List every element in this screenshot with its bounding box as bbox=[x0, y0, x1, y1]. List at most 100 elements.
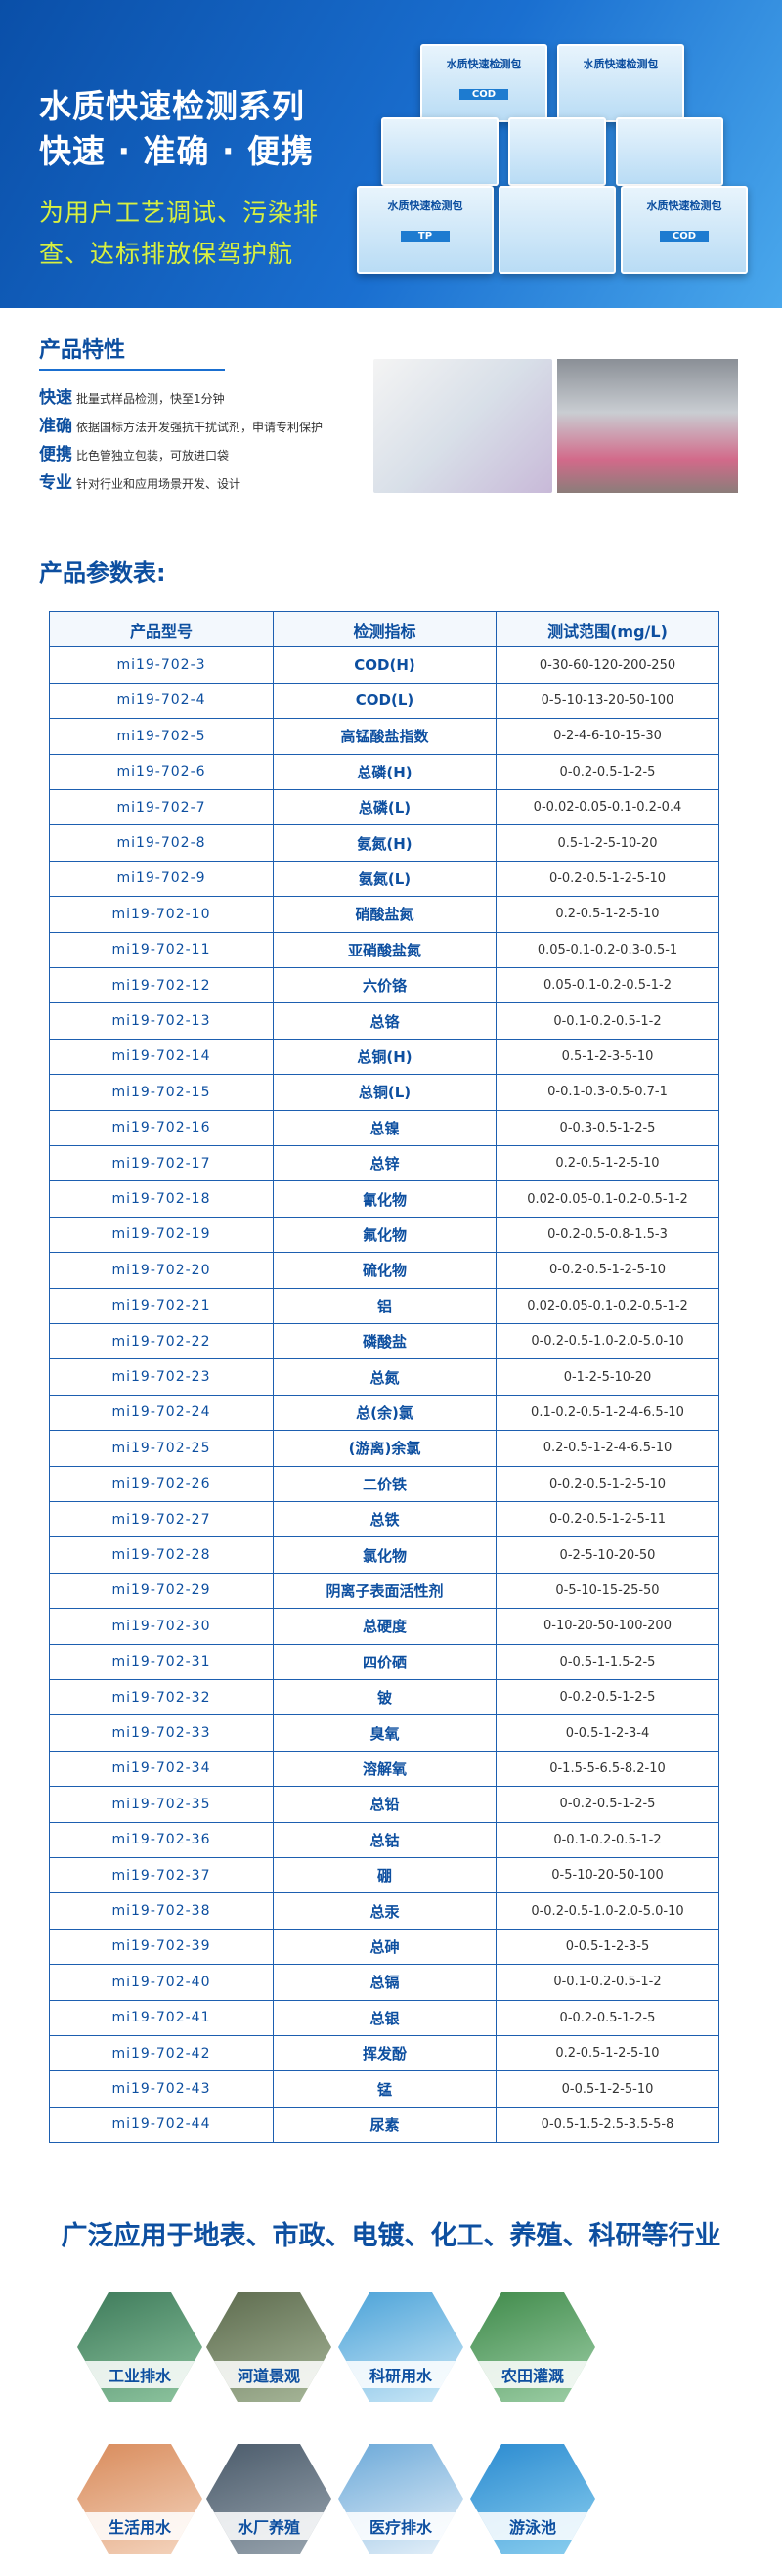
application-label: 工业排水 bbox=[77, 2361, 202, 2388]
table-cell: 硫化物 bbox=[273, 1252, 497, 1289]
table-cell: 0-0.5-1-1.5-2-5 bbox=[496, 1643, 719, 1680]
table-cell: mi19-702-32 bbox=[49, 1679, 274, 1716]
table-cell: mi19-702-20 bbox=[49, 1252, 274, 1289]
table-cell: 0-0.2-0.5-1-2-5 bbox=[496, 1786, 719, 1823]
box-tag: COD bbox=[660, 231, 709, 242]
table-cell: mi19-702-24 bbox=[49, 1394, 274, 1432]
table-cell: mi19-702-27 bbox=[49, 1501, 274, 1538]
table-cell: mi19-702-40 bbox=[49, 1964, 274, 2001]
table-cell: mi19-702-4 bbox=[49, 682, 274, 720]
box-label: 水质快速检测包 bbox=[446, 58, 522, 70]
application-label: 水厂养殖 bbox=[206, 2512, 331, 2540]
banner: 水质快速检测系列 快速 · 准确 · 便携 为用户工艺调试、污染排 查、达标排放… bbox=[0, 0, 782, 308]
box-label: 水质快速检测包 bbox=[387, 200, 463, 212]
table-cell: 0.02-0.05-0.1-0.2-0.5-1-2 bbox=[496, 1180, 719, 1218]
table-cell: mi19-702-42 bbox=[49, 2035, 274, 2072]
table-cell: 0-0.5-1.5-2.5-3.5-5-8 bbox=[496, 2106, 719, 2144]
table-cell: 硝酸盐氮 bbox=[273, 896, 497, 933]
table-cell: 总铬 bbox=[273, 1002, 497, 1040]
feature-item: 准确 依据国标方法开发强抗干扰试剂，申请专利保护 bbox=[39, 412, 323, 436]
feature-key: 便携 bbox=[39, 445, 72, 465]
table-cell: mi19-702-11 bbox=[49, 931, 274, 968]
table-cell: mi19-702-16 bbox=[49, 1109, 274, 1146]
table-cell: mi19-702-43 bbox=[49, 2070, 274, 2108]
table-cell: 0-0.2-0.5-1-2-5-10 bbox=[496, 860, 719, 898]
table-cell: 0-0.3-0.5-1-2-5 bbox=[496, 1109, 719, 1146]
table-cell: 总(余)氯 bbox=[273, 1394, 497, 1432]
table-cell: 总铅 bbox=[273, 1786, 497, 1823]
table-cell: 0-0.2-0.5-1-2-5-10 bbox=[496, 1465, 719, 1502]
application-tile: 游泳池 bbox=[470, 2444, 595, 2554]
table-cell: mi19-702-5 bbox=[49, 718, 274, 755]
table-cell: 亚硝酸盐氮 bbox=[273, 931, 497, 968]
table-cell: 总镍 bbox=[273, 1109, 497, 1146]
table-cell: 硼 bbox=[273, 1857, 497, 1894]
table-cell: 总磷(H) bbox=[273, 753, 497, 790]
application-tile: 工业排水 bbox=[77, 2292, 202, 2402]
applications-title: 广泛应用于地表、市政、电镀、化工、养殖、科研等行业 bbox=[61, 2221, 721, 2251]
table-cell: 总铜(L) bbox=[273, 1074, 497, 1111]
table-cell: mi19-702-12 bbox=[49, 967, 274, 1004]
table-cell: 0-30-60-120-200-250 bbox=[496, 646, 719, 684]
table-cell: mi19-702-25 bbox=[49, 1430, 274, 1467]
table-cell: 0-0.1-0.2-0.5-1-2 bbox=[496, 1964, 719, 2001]
table-cell: mi19-702-9 bbox=[49, 860, 274, 898]
application-tile: 生活用水 bbox=[77, 2444, 202, 2554]
table-cell: mi19-702-33 bbox=[49, 1714, 274, 1752]
table-cell: mi19-702-8 bbox=[49, 824, 274, 862]
application-tile: 河道景观 bbox=[206, 2292, 331, 2402]
table-cell: mi19-702-18 bbox=[49, 1180, 274, 1218]
table-cell: mi19-702-30 bbox=[49, 1608, 274, 1645]
table-cell: 总银 bbox=[273, 1999, 497, 2036]
banner-title: 快速 · 准确 · 便携 bbox=[39, 132, 315, 170]
table-cell: mi19-702-34 bbox=[49, 1750, 274, 1788]
table-cell: 总锌 bbox=[273, 1145, 497, 1182]
table-cell: 磷酸盐 bbox=[273, 1323, 497, 1360]
table-cell: mi19-702-15 bbox=[49, 1074, 274, 1111]
application-label: 生活用水 bbox=[77, 2512, 202, 2540]
product-box: 水质快速检测包 bbox=[557, 44, 684, 122]
table-cell: COD(L) bbox=[273, 682, 497, 720]
product-box bbox=[616, 117, 723, 186]
application-label: 医疗排水 bbox=[338, 2512, 463, 2540]
product-box bbox=[381, 117, 499, 186]
table-cell: (游离)余氯 bbox=[273, 1430, 497, 1467]
feature-item: 便携 比色管独立包装，可放进口袋 bbox=[39, 440, 229, 465]
product-box: 水质快速检测包 COD bbox=[621, 186, 748, 274]
table-cell: 臭氧 bbox=[273, 1714, 497, 1752]
table-cell: 0-1-2-5-10-20 bbox=[496, 1358, 719, 1396]
feature-desc: 依据国标方法开发强抗干扰试剂，申请专利保护 bbox=[76, 421, 324, 434]
table-cell: mi19-702-23 bbox=[49, 1358, 274, 1396]
table-cell: 0-0.5-1-2-3-4 bbox=[496, 1714, 719, 1752]
table-cell: 锰 bbox=[273, 2070, 497, 2108]
product-photo bbox=[557, 359, 738, 493]
table-cell: 0.2-0.5-1-2-5-10 bbox=[496, 2035, 719, 2072]
table-cell: 0-0.2-0.5-1-2-5-10 bbox=[496, 1252, 719, 1289]
feature-item: 快速 批量式样品检测，快至1分钟 bbox=[39, 383, 225, 408]
table-cell: 总砷 bbox=[273, 1928, 497, 1966]
table-cell: 二价铁 bbox=[273, 1465, 497, 1502]
table-cell: 0-0.2-0.5-1.0-2.0-5.0-10 bbox=[496, 1323, 719, 1360]
table-cell: 总磷(L) bbox=[273, 789, 497, 826]
table-cell: mi19-702-38 bbox=[49, 1892, 274, 1930]
table-cell: 0-10-20-50-100-200 bbox=[496, 1608, 719, 1645]
table-cell: 高锰酸盐指数 bbox=[273, 718, 497, 755]
product-box bbox=[508, 117, 606, 186]
table-cell: 四价硒 bbox=[273, 1643, 497, 1680]
table-cell: 铍 bbox=[273, 1679, 497, 1716]
divider bbox=[39, 369, 225, 371]
box-label: 水质快速检测包 bbox=[583, 58, 659, 70]
table-cell: 氰化物 bbox=[273, 1180, 497, 1218]
table-cell: 总硬度 bbox=[273, 1608, 497, 1645]
product-box: 水质快速检测包 COD bbox=[420, 44, 547, 122]
feature-key: 快速 bbox=[39, 388, 72, 408]
table-cell: 0-2-4-6-10-15-30 bbox=[496, 718, 719, 755]
table-header: 检测指标 bbox=[273, 611, 497, 648]
table-cell: mi19-702-7 bbox=[49, 789, 274, 826]
product-box bbox=[499, 186, 616, 274]
feature-desc: 针对行业和应用场景开发、设计 bbox=[76, 477, 241, 491]
application-label: 科研用水 bbox=[338, 2361, 463, 2388]
banner-slogan: 为用户工艺调试、污染排 bbox=[39, 199, 320, 227]
table-cell: 氨氮(H) bbox=[273, 824, 497, 862]
